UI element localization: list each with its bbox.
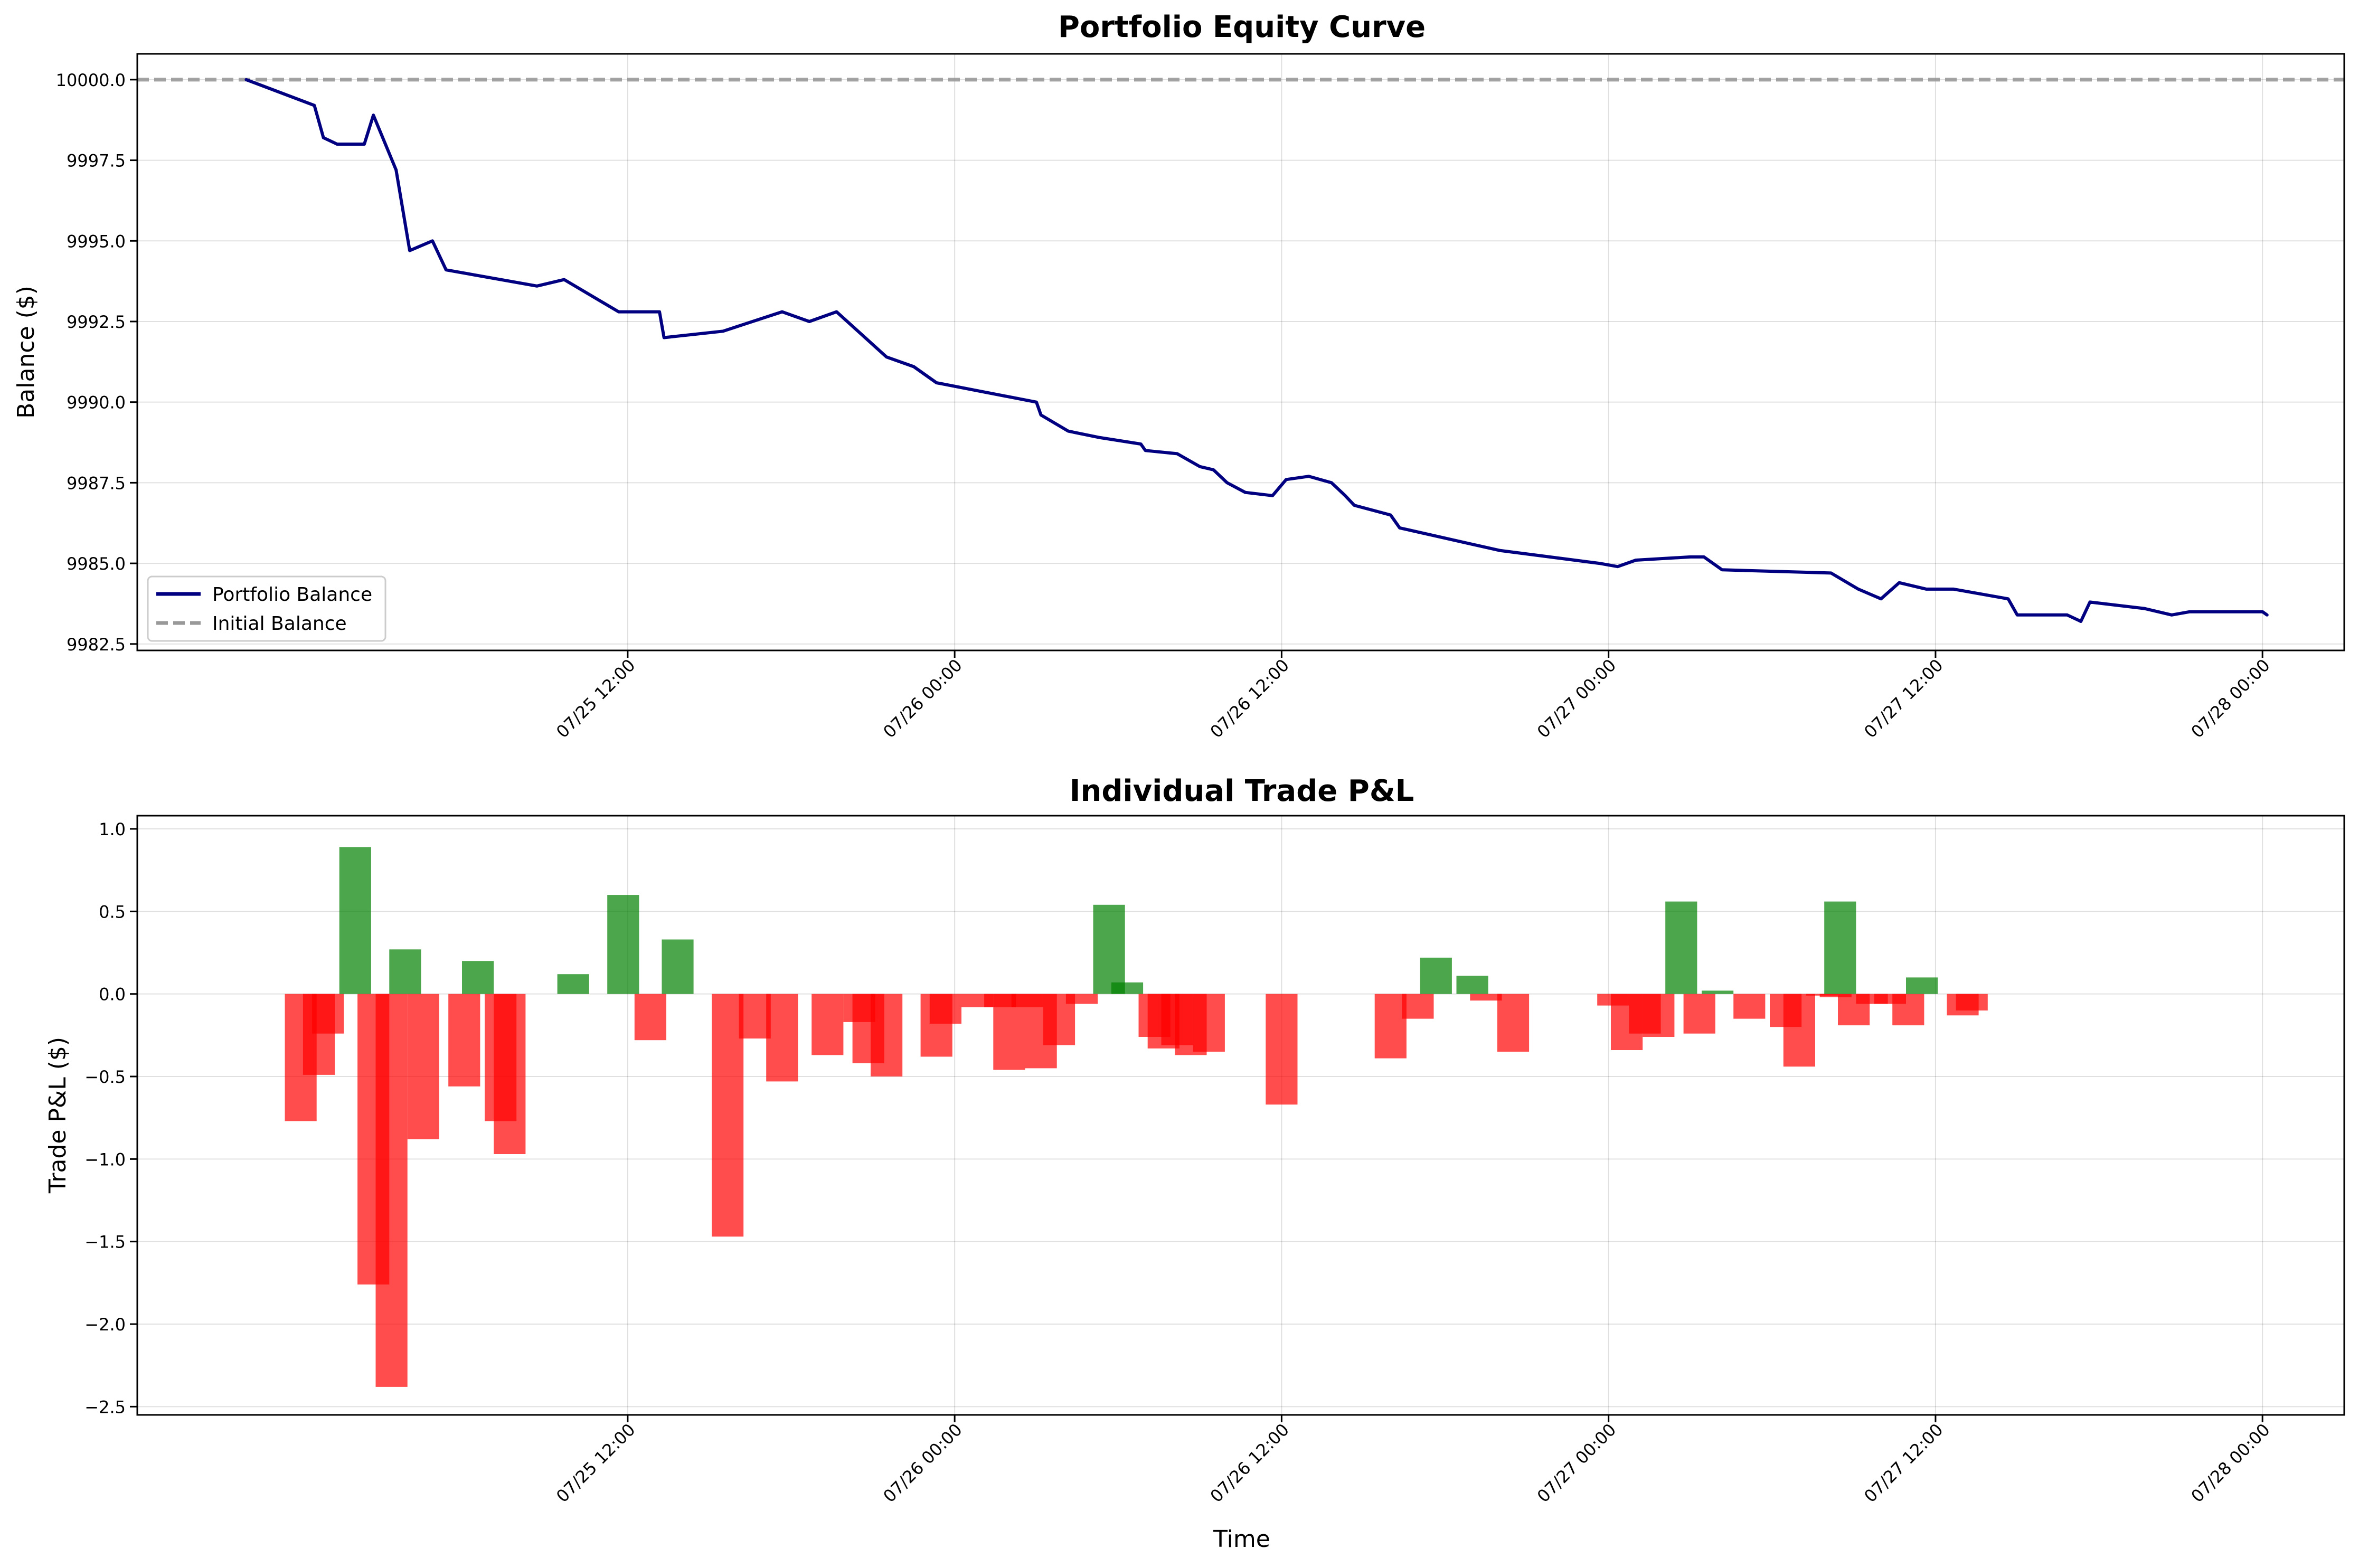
portfolio-balance-line	[244, 78, 2269, 623]
y-tick-label: 9995.0	[67, 231, 126, 251]
loss-bar	[1643, 994, 1675, 1037]
pnl-chart-title: Individual Trade P&L	[1070, 774, 1414, 808]
loss-bar	[1733, 994, 1766, 1019]
loss-bar	[312, 994, 344, 1034]
y-tick-label: 9987.5	[67, 473, 126, 493]
loss-bar	[407, 994, 439, 1139]
profit-bar	[1420, 957, 1452, 994]
loss-bar	[1193, 994, 1225, 1052]
loss-bar	[739, 994, 771, 1039]
equity-series	[137, 78, 2344, 623]
y-tick-label: 0.0	[99, 985, 126, 1005]
y-tick-label: −0.5	[84, 1067, 126, 1087]
profit-bar	[607, 895, 639, 994]
legend-box	[147, 575, 386, 642]
equity-y-axis-label: Balance ($)	[13, 286, 40, 419]
equity-plot-frame	[136, 53, 2345, 651]
profit-bar	[339, 847, 371, 994]
y-tick-label: −1.0	[84, 1149, 126, 1169]
pnl-grid	[137, 816, 2344, 1415]
profit-bar	[1456, 976, 1488, 994]
loss-bar	[929, 994, 961, 1024]
pnl-plot-frame	[136, 815, 2345, 1416]
profit-bar	[1093, 904, 1125, 994]
loss-bar	[1065, 994, 1098, 1004]
y-tick-label: 1.0	[99, 819, 126, 839]
y-tick-label: 9985.0	[67, 554, 126, 574]
pnl-y-axis-label: Trade P&L ($)	[44, 1037, 71, 1194]
legend-initial-label: Initial Balance	[212, 613, 347, 635]
y-tick-label: 10000.0	[56, 70, 126, 90]
loss-bar	[1956, 994, 1988, 1010]
y-tick-label: 9990.0	[67, 393, 126, 413]
y-tick-label: 9992.5	[67, 312, 126, 332]
loss-bar	[494, 994, 526, 1154]
equity-chart-title: Portfolio Equity Curve	[1058, 10, 1426, 44]
loss-bar	[766, 994, 798, 1082]
loss-bar	[1374, 994, 1407, 1059]
y-tick-label: −2.5	[84, 1397, 126, 1417]
pnl-y-ticks: −2.5 −2.0 −1.5 −1.0 −0.5 0.0 0.5 1.0	[84, 819, 137, 1417]
loss-bar	[1683, 994, 1715, 1034]
equity-y-ticks: 9982.5 9985.0 9987.5 9990.0 9992.5 9995.0 9997…	[56, 70, 137, 655]
profit-bar	[1111, 982, 1144, 994]
loss-bar	[1470, 994, 1502, 1001]
pnl-x-axis-label: Time	[1213, 1526, 1270, 1553]
y-tick-label: 0.5	[99, 902, 126, 922]
y-tick-label: 9982.5	[67, 635, 126, 655]
loss-bar	[634, 994, 666, 1041]
profit-bar	[662, 939, 694, 994]
pnl-bars	[285, 847, 1988, 1387]
equity-legend: Portfolio Balance Initial Balance	[147, 575, 386, 642]
loss-bar	[1266, 994, 1298, 1105]
legend-balance-label: Portfolio Balance	[212, 584, 372, 606]
loss-bar	[1819, 994, 1852, 997]
profit-bar	[1665, 901, 1697, 994]
y-tick-label: −2.0	[84, 1315, 126, 1335]
profit-bar	[1824, 901, 1856, 994]
loss-bar	[871, 994, 903, 1076]
loss-bar	[375, 994, 408, 1387]
y-tick-label: −1.5	[84, 1232, 126, 1252]
loss-bar	[1402, 994, 1434, 1019]
profit-bar	[389, 949, 421, 994]
y-tick-label: 9997.5	[67, 151, 126, 171]
profit-bar	[1702, 990, 1734, 994]
loss-bar	[448, 994, 480, 1087]
loss-bar	[1892, 994, 1924, 1026]
loss-bar	[1783, 994, 1815, 1067]
profit-bar	[462, 961, 494, 994]
profit-bar	[1906, 977, 1938, 994]
loss-bar	[1497, 994, 1530, 1052]
loss-bar	[712, 994, 744, 1237]
profit-bar	[557, 974, 589, 994]
loss-bar	[812, 994, 844, 1055]
